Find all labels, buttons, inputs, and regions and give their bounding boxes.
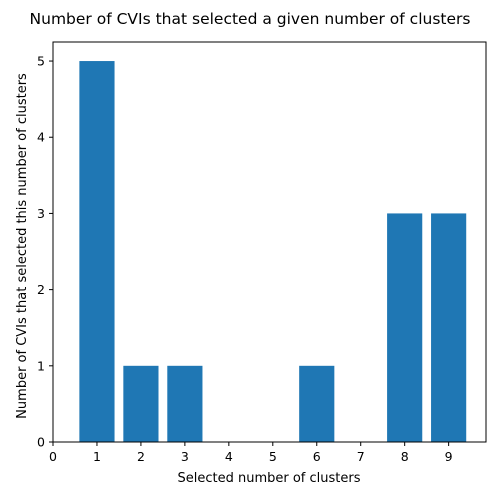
x-tick-label: 8 — [401, 449, 409, 464]
x-tick-label: 3 — [181, 449, 189, 464]
x-tick-label: 1 — [93, 449, 101, 464]
x-tick-label: 2 — [137, 449, 145, 464]
y-axis-ticks: 0 1 2 3 4 5 — [37, 54, 53, 450]
bar-8 — [387, 213, 423, 442]
x-axis-label: Selected number of clusters — [177, 471, 360, 486]
x-tick-label: 0 — [49, 449, 57, 464]
y-tick-label: 4 — [37, 130, 45, 145]
x-axis-ticks: 0 1 2 3 4 5 6 7 8 9 — [49, 442, 453, 464]
bars — [79, 61, 467, 443]
bar-3 — [167, 365, 203, 442]
y-tick-label: 3 — [37, 206, 45, 221]
y-tick-label: 1 — [37, 358, 45, 373]
y-tick-label: 5 — [37, 54, 45, 69]
x-tick-label: 7 — [357, 449, 365, 464]
chart-title: Number of CVIs that selected a given num… — [30, 10, 471, 28]
y-tick-label: 2 — [37, 282, 45, 297]
y-tick-label: 0 — [37, 435, 45, 450]
bar-1 — [79, 61, 115, 443]
x-tick-label: 5 — [269, 449, 277, 464]
x-tick-label: 9 — [445, 449, 453, 464]
x-tick-label: 6 — [313, 449, 321, 464]
bar-2 — [123, 365, 159, 442]
bar-6 — [299, 365, 335, 442]
y-axis-label: Number of CVIs that selected this number… — [15, 73, 30, 419]
bar-9 — [431, 213, 467, 442]
x-tick-label: 4 — [225, 449, 233, 464]
plot-frame — [52, 41, 487, 443]
